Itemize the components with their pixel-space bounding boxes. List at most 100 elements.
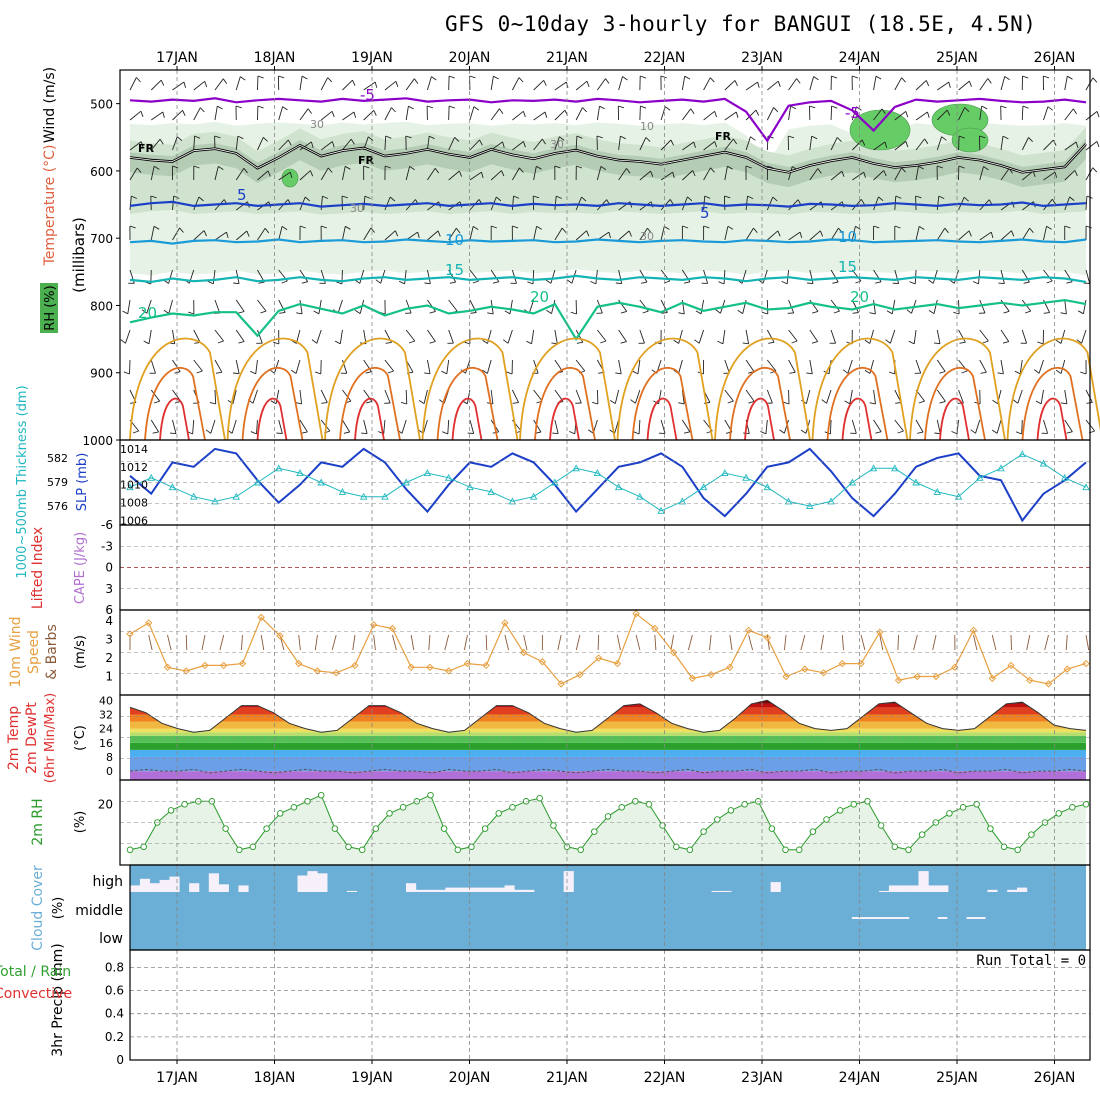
contour-label-18: FR: [715, 130, 732, 143]
precip-tick-0.6: 0.6: [105, 984, 124, 998]
temp-cell-25-3: [421, 337, 519, 441]
rh-point: [727, 807, 735, 814]
wind-speed-point: [1044, 680, 1053, 688]
cloud-high-bar: [208, 873, 219, 892]
contour-label-16: FR: [138, 142, 155, 155]
rh-point: [399, 804, 407, 811]
thickness-point: [423, 469, 432, 477]
temp-cell-25-6: [714, 337, 811, 441]
rh-tick-20: 20: [98, 797, 113, 811]
rh-shading: [130, 103, 1086, 276]
slp-tick-1006: 1006: [120, 515, 148, 528]
wind-speed-point: [894, 676, 903, 684]
cloud-mid-bar: [851, 917, 910, 919]
ylabel-wind10m-a: 10m Wind: [8, 616, 24, 687]
temp-contour-minus5: [129, 97, 1087, 143]
rh-point: [700, 828, 707, 835]
rh-point: [1055, 810, 1062, 817]
rh-point: [276, 810, 284, 817]
ylabel-pressure: (millibars): [70, 217, 88, 293]
thickness-point: [976, 473, 984, 481]
slp-tick-1010: 1010: [120, 479, 148, 492]
li-tick--6: -6: [101, 518, 113, 532]
cloud-high-bar: [238, 885, 249, 892]
temp-cell-30-7: [826, 367, 889, 441]
rh-point: [618, 804, 625, 811]
wind-speed-point: [1063, 665, 1071, 673]
rh-point: [345, 843, 352, 851]
temp-cell-25-0: [129, 337, 226, 441]
contour-label-17: FR: [358, 154, 375, 167]
wind-speed-point: [519, 648, 528, 657]
bottom-date-19JAN: 19JAN: [351, 1070, 393, 1086]
ylabel-lifted-index: Lifted Index: [30, 527, 46, 609]
cloud-high-bar: [445, 887, 456, 892]
thickness-point: [381, 492, 389, 500]
wind-speed-point: [332, 669, 340, 677]
slp-tick-1012: 1012: [120, 461, 148, 474]
wind-speed-point: [145, 619, 153, 627]
thickness-point: [487, 488, 495, 495]
temp-tick-24: 24: [99, 723, 113, 736]
cloud-high-bar: [879, 890, 890, 892]
wind-speed-point: [220, 661, 228, 670]
contour-label-1: -5: [845, 104, 860, 122]
temp-cell-30-6: [729, 367, 791, 441]
top-date-19JAN: 19JAN: [351, 50, 393, 66]
slp-line: [129, 447, 1087, 523]
cloud-high-bar: [1017, 887, 1028, 892]
rh-point: [317, 791, 325, 799]
temp-cell-35-3: [451, 397, 483, 441]
thickness-point: [997, 464, 1005, 472]
thickness-point: [933, 488, 942, 495]
temp-cell-30-0: [144, 367, 206, 441]
thickness-point: [721, 469, 729, 477]
wind-speed-point: [238, 659, 247, 668]
temp-cell-25-5: [616, 337, 714, 441]
contour-label-0: -5: [360, 86, 375, 104]
cloud-high-bar: [494, 887, 505, 892]
rh-point: [386, 810, 393, 817]
run-total: Run Total = 0: [976, 953, 1086, 969]
thickness-point: [529, 492, 538, 500]
wind-speed-point: [126, 630, 134, 638]
temp-cell-35-5: [646, 397, 678, 441]
rh-point: [1069, 804, 1076, 811]
thickness-point: [232, 492, 240, 500]
cloud-high-bar: [711, 890, 722, 892]
rh-point: [140, 843, 147, 851]
ylabel-rh2m: 2m RH: [30, 798, 46, 845]
cloud-high-bar: [474, 887, 486, 892]
thickness-point: [806, 502, 814, 510]
rh-point: [918, 831, 926, 838]
ylabel-cloud-unit: (%): [51, 897, 66, 920]
rh-point: [591, 828, 598, 835]
ylabel-precip: 3hr Precip (mm): [50, 943, 66, 1056]
contour-label-13: 30: [350, 202, 364, 215]
bottom-date-22JAN: 22JAN: [644, 1070, 686, 1086]
wind-speed-point: [801, 665, 809, 673]
cloud-row-middle: middle: [75, 903, 123, 919]
wind-speed-point: [163, 663, 172, 671]
temp-cell-30-2: [339, 367, 401, 441]
cloud-high-bar: [721, 890, 732, 892]
panel-frame-precip: [129, 949, 1091, 1061]
temp-cell-25-9: [1006, 337, 1100, 441]
wind-tick-2: 2: [105, 651, 113, 665]
thickness-point: [593, 469, 602, 477]
temp-cell-30-3: [436, 367, 499, 441]
rh-point: [645, 801, 653, 808]
wind-speed-point: [669, 648, 678, 657]
temp-cell-35-6: [744, 397, 775, 441]
wind-speed-point: [388, 624, 397, 633]
wind-speed-point: [726, 663, 734, 671]
wind-speed-point: [482, 661, 490, 670]
temp-cell-25-2: [324, 337, 421, 441]
temp-contour-20: [129, 298, 1087, 342]
thickness-point: [869, 464, 878, 472]
temp-cell-30-5: [631, 367, 694, 441]
cloud-high-bar: [987, 889, 998, 892]
rh-point: [481, 825, 489, 832]
cloud-high-bar: [406, 883, 417, 892]
